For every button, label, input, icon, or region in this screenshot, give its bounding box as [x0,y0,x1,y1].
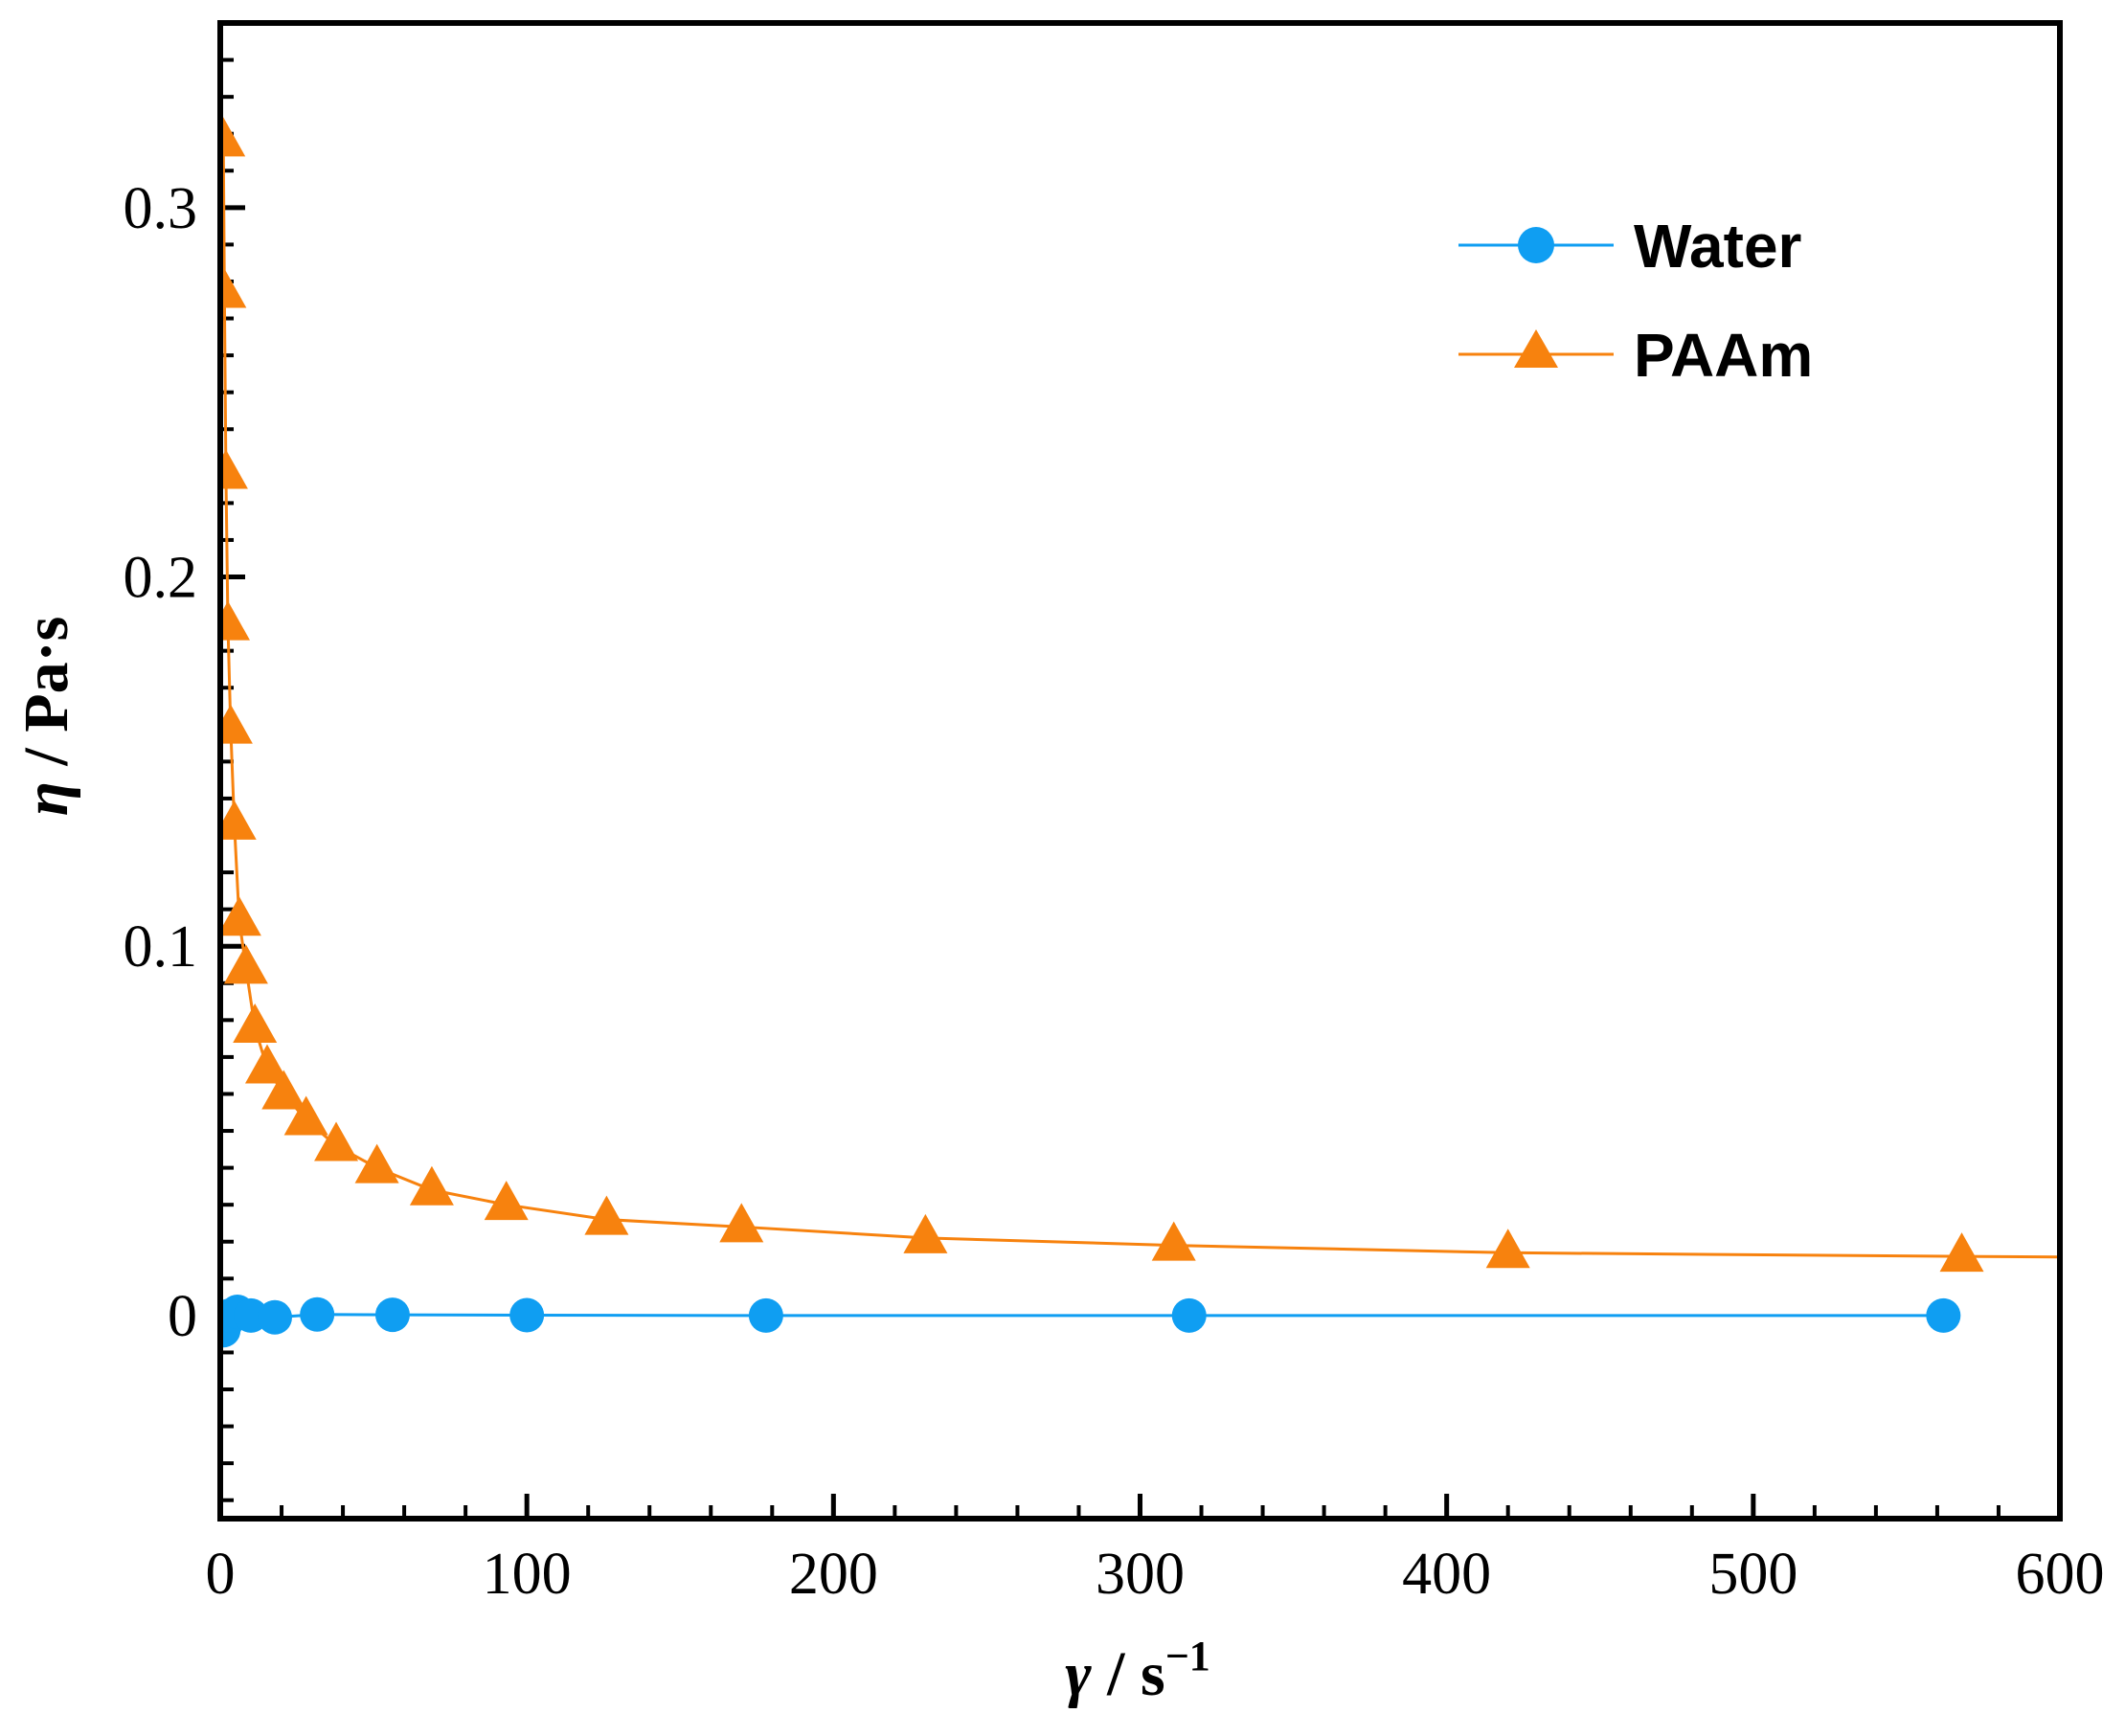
x-tick-label: 200 [789,1542,878,1607]
data-point-water [509,1297,545,1333]
tick-labels: 0 100 200 300 400 500 600 0 0.1 0.2 0.3 [124,176,2105,1607]
x-axis-title: γ / s−1 [1065,1633,1210,1709]
data-point-paam [314,1121,359,1161]
data-point-paam [220,600,251,641]
x-tick-label: 300 [1096,1542,1185,1607]
data-point-paam [354,1143,399,1184]
x-tick-label: 400 [1402,1542,1491,1607]
series-line-water [221,1310,1944,1331]
legend-water-label: Water [1634,212,1801,281]
x-tick-label: 500 [1708,1542,1797,1607]
x-tick-label: 600 [2016,1542,2105,1607]
y-axis-unit: / Pa·s [11,617,81,781]
x-tick-label: 100 [483,1542,572,1607]
legend-paam-label: PAAm [1634,321,1813,390]
y-tick-label: 0.2 [124,546,198,611]
series-line-paam [221,141,2060,1259]
data-point-paam [220,800,257,840]
data-point-paam [220,449,248,489]
data-point-paam [220,117,246,157]
y-axis-symbol: η [11,781,81,816]
data-point-paam [1939,1232,1984,1273]
data-point-water [257,1299,292,1335]
legend-item-water: Water [1458,212,1801,281]
x-tick-label: 0 [206,1542,236,1607]
series-layer [220,117,2060,1348]
data-point-paam [220,704,253,744]
data-point-water [374,1297,410,1333]
data-point-water [300,1296,335,1332]
series-water [220,1295,1961,1348]
data-point-paam [283,1095,328,1136]
data-point-paam [903,1213,948,1253]
data-point-paam [719,1203,764,1243]
x-axis-symbol: γ [1065,1639,1092,1709]
data-point-paam [220,896,261,936]
data-point-paam [1485,1229,1530,1269]
data-point-paam [409,1165,454,1206]
data-point-paam [220,268,247,308]
data-point-paam [1151,1221,1196,1261]
y-tick-label: 0.3 [124,176,198,241]
data-point-paam [233,1003,278,1044]
x-axis-exponent: −1 [1165,1633,1210,1680]
data-point-paam [584,1195,629,1235]
data-point-water [1926,1297,1961,1333]
data-point-paam [244,1044,289,1084]
x-axis-unit: / s [1092,1639,1165,1709]
plot-frame [217,20,2063,1522]
legend-water-marker [1518,227,1554,263]
legend-item-paam: PAAm [1458,321,1813,390]
y-axis-title: η / Pa·s [11,617,81,817]
data-point-paam [261,1070,306,1110]
data-point-paam [223,944,268,984]
y-tick-label: 0 [168,1284,197,1349]
data-point-water [1171,1297,1207,1333]
data-point-water [748,1297,783,1333]
legend-paam-marker [1514,329,1558,368]
series-paam [220,117,2060,1273]
y-tick-label: 0.1 [124,914,198,980]
legend: Water PAAm [1458,212,1813,390]
data-point-paam [484,1181,529,1221]
